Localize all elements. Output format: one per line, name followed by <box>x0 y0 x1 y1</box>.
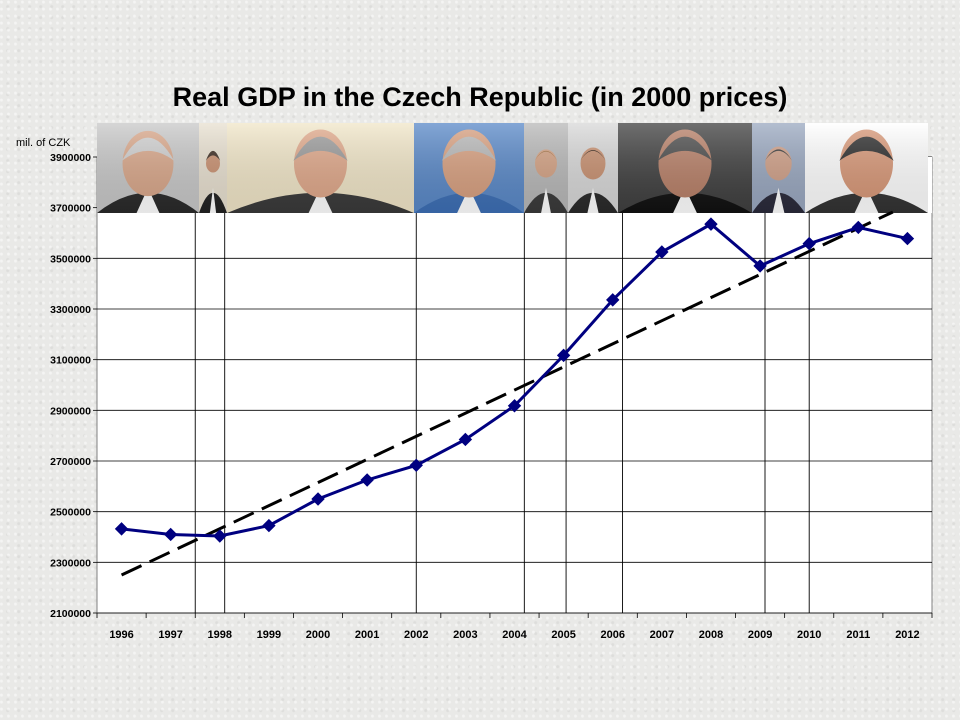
y-tick-label-9: 3900000 <box>50 152 91 164</box>
data-point-2010 <box>802 236 816 251</box>
y-tick-labels: 2100000 2300000 2500000 2700000 2900000 31000… <box>50 152 91 620</box>
y-tick-label-2: 2500000 <box>50 507 91 519</box>
data-point-2000 <box>311 492 325 506</box>
portrait-3 <box>227 123 414 213</box>
trendline <box>120 210 894 577</box>
portrait-1 <box>97 123 199 213</box>
portrait-7-shade <box>618 123 752 213</box>
portrait-9-shade <box>805 123 928 213</box>
x-tick-label-16: 2012 <box>895 629 919 641</box>
chart-title: Real GDP in the Czech Republic (in 2000 … <box>172 82 788 112</box>
portrait-6 <box>568 123 618 213</box>
plot-area <box>96 156 933 614</box>
y-tick-label-8: 3700000 <box>50 203 91 215</box>
x-tick-label-4: 2000 <box>306 629 330 641</box>
data-point-2008 <box>704 217 718 231</box>
data-point-2011 <box>851 220 866 235</box>
y-tick-label-4: 2900000 <box>50 405 91 417</box>
trendline-group <box>120 210 894 577</box>
x-tick-label-5: 2001 <box>355 629 379 641</box>
portrait-4-shade <box>414 123 524 213</box>
x-tick-labels: 1996 1997 1998 1999 2000 2001 2002 2003 2004 2005… <box>109 629 919 641</box>
x-tick-label-1: 1997 <box>158 629 182 641</box>
portrait-strip <box>97 123 932 213</box>
y-tick-label-3: 2700000 <box>50 456 91 468</box>
y-axis-unit-label: mil. of CZK <box>16 137 71 149</box>
portrait-5-shade <box>524 123 568 213</box>
data-point-2005 <box>556 348 571 363</box>
x-tick-label-14: 2010 <box>797 629 821 641</box>
x-tick-label-10: 2006 <box>600 629 624 641</box>
y-tick-label-5: 3100000 <box>50 355 91 367</box>
y-tick-label-7: 3500000 <box>50 253 91 265</box>
x-tick-label-7: 2003 <box>453 629 477 641</box>
portrait-9 <box>805 123 928 213</box>
portrait-8-shade <box>752 123 805 213</box>
x-tick-label-13: 2009 <box>748 629 772 641</box>
x-tick-label-11: 2007 <box>650 629 674 641</box>
portrait-6-shade <box>568 123 618 213</box>
data-point-2009 <box>753 259 767 273</box>
x-tick-label-2: 1998 <box>208 629 232 641</box>
data-point-2007 <box>655 245 669 259</box>
data-point-1999 <box>262 518 276 533</box>
x-tick-label-9: 2005 <box>551 629 575 641</box>
portrait-2 <box>199 123 227 213</box>
x-tick-label-0: 1996 <box>109 629 133 641</box>
x-tick-label-15: 2011 <box>846 629 870 641</box>
portrait-7 <box>618 123 752 213</box>
data-point-2001 <box>360 473 374 487</box>
x-tick-label-8: 2004 <box>502 629 527 641</box>
portrait-1-shade <box>97 123 199 213</box>
y-tick-label-0: 2100000 <box>50 608 91 620</box>
data-point-2003 <box>458 432 473 447</box>
data-point-1996 <box>114 522 129 536</box>
portrait-4 <box>414 123 524 213</box>
y-tick-label-6: 3300000 <box>50 304 91 316</box>
x-tick-label-3: 1999 <box>257 629 281 641</box>
x-tick-label-6: 2002 <box>404 629 428 641</box>
portrait-strip-end <box>928 157 932 213</box>
portrait-2-shade <box>199 123 227 213</box>
portrait-5 <box>524 123 568 213</box>
data-point-2002 <box>409 458 423 473</box>
data-point-2004 <box>507 399 522 413</box>
data-point-2006 <box>606 293 620 307</box>
portrait-8 <box>752 123 805 213</box>
y-tick-label-1: 2300000 <box>50 557 91 569</box>
data-point-1997 <box>163 527 178 542</box>
series-group <box>114 217 915 543</box>
data-point-2012 <box>900 231 915 246</box>
x-tick-label-12: 2008 <box>699 629 723 641</box>
portrait-3-shade <box>227 123 414 213</box>
data-point-1998 <box>213 529 227 543</box>
